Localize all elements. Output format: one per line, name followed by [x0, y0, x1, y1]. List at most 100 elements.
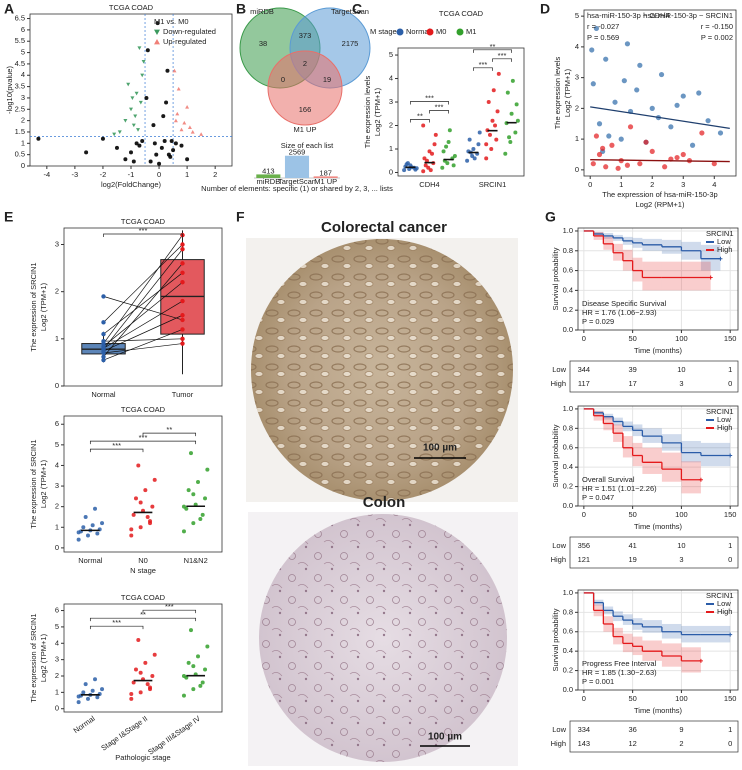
x-tick-label: Tumor	[172, 390, 194, 399]
significance-bracket	[103, 233, 183, 237]
x-tick-label: -1	[128, 170, 135, 179]
point	[421, 169, 426, 174]
point	[136, 463, 141, 468]
point	[100, 687, 105, 692]
y-axis-label: The expression levels	[363, 75, 372, 148]
x-tick-label: TargetScan	[278, 177, 316, 186]
ihc-title: Colorectal cancer	[321, 219, 447, 236]
point	[621, 78, 627, 84]
y-tick-label: 0.0	[563, 685, 573, 694]
significance-bracket	[410, 101, 449, 105]
correlation-r: r = -0.150	[701, 22, 733, 31]
ihc-tissue-texture	[251, 239, 513, 501]
correlation-title: hsa-miR-150-3p ~ SRCIN1	[643, 11, 733, 20]
y-tick-label: 5	[575, 11, 579, 20]
significance-bracket	[89, 617, 197, 622]
point	[674, 154, 680, 161]
y-tick-label: 0.6	[563, 627, 573, 636]
ci-band	[661, 452, 682, 482]
risk-count: 10	[677, 365, 685, 374]
risk-count: 39	[628, 365, 636, 374]
point	[487, 132, 492, 137]
legend-marker	[426, 28, 434, 36]
point	[131, 512, 136, 517]
point	[154, 152, 159, 157]
significance-label: ***	[112, 618, 121, 627]
legend-marker	[154, 39, 160, 45]
point	[484, 142, 489, 147]
point	[165, 68, 170, 73]
point	[180, 247, 185, 252]
point	[157, 161, 162, 166]
bar-value: 2569	[289, 148, 306, 157]
legend-label: M1	[466, 27, 476, 36]
risk-count: 41	[628, 541, 636, 550]
point	[680, 93, 686, 99]
ci-band	[681, 261, 711, 291]
plot-frame	[63, 603, 223, 713]
y-tick-label: 1	[21, 138, 25, 147]
chart-title: TCGA COAD	[121, 593, 166, 602]
annotation: P = 0.047	[582, 493, 614, 502]
correlation-p: P = 0.569	[587, 33, 619, 42]
ci-band	[700, 244, 721, 271]
bar	[256, 174, 281, 178]
legend-marker	[154, 29, 160, 35]
x-tick-label: -3	[72, 170, 79, 179]
x-tick-label: SRCIN1	[479, 180, 507, 189]
point	[129, 696, 134, 701]
risk-count: 334	[578, 725, 591, 734]
y-tick-label: 3	[55, 239, 59, 248]
legend-label: Normal	[406, 27, 431, 36]
point	[427, 149, 432, 154]
y-axis-label: Survival probability	[551, 247, 560, 310]
y-axis-label: Log2 (TPM+1)	[39, 459, 48, 508]
venn-count: 166	[299, 105, 312, 114]
point	[618, 136, 624, 142]
point	[490, 118, 495, 123]
y-axis-label: Log2 (TPM+1)	[563, 68, 572, 117]
venn-count: 2175	[342, 39, 359, 48]
point	[196, 479, 201, 484]
venn-count: 38	[259, 39, 267, 48]
x-axis-label: Number of elements: specific (1) or shar…	[201, 184, 393, 193]
pair-line	[103, 249, 183, 350]
point	[141, 60, 146, 64]
censor-mark	[728, 632, 733, 637]
y-tick-label: 0	[389, 167, 393, 176]
point	[126, 82, 131, 87]
risk-count: 12	[628, 739, 636, 748]
bar	[313, 176, 338, 178]
y-tick-label: 0.4	[563, 285, 573, 294]
pair-line	[103, 281, 183, 347]
point	[176, 86, 181, 91]
venn-count: 2	[303, 59, 307, 68]
point	[486, 100, 491, 105]
legend-marker	[396, 28, 404, 36]
point	[430, 151, 435, 156]
legend-marker	[456, 28, 464, 36]
point	[658, 71, 665, 78]
point	[590, 81, 596, 87]
point	[495, 109, 500, 114]
y-tick-label: 2	[55, 502, 59, 511]
venn-set-label: M1 UP	[294, 125, 317, 134]
y-tick-label: 0.4	[563, 646, 573, 655]
pair-line	[103, 296, 183, 321]
point	[489, 146, 494, 151]
plot-frame	[29, 13, 233, 167]
y-tick-label: 6	[55, 419, 59, 428]
plot-frame	[583, 9, 737, 177]
point	[426, 165, 431, 170]
point	[465, 158, 470, 163]
point	[93, 506, 98, 511]
censor-mark	[698, 658, 703, 663]
risk-count: 10	[677, 541, 685, 550]
pair-line	[103, 338, 183, 342]
risk-table	[569, 360, 739, 393]
point	[603, 164, 609, 170]
point	[590, 161, 596, 167]
point	[198, 517, 203, 522]
significance-label: ***	[479, 60, 488, 69]
risk-count: 3	[679, 555, 683, 564]
